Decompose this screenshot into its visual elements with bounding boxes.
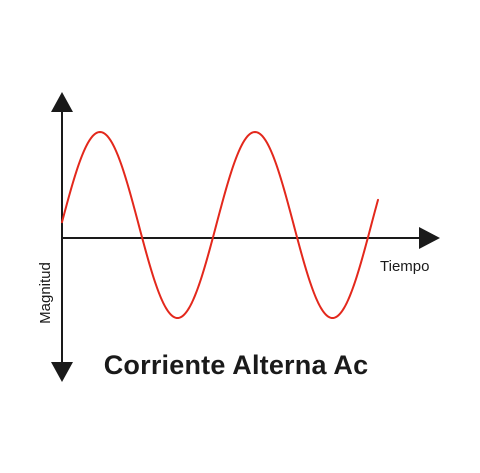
alternating-current-wave xyxy=(61,131,379,319)
x-axis-label: Tiempo xyxy=(380,258,429,275)
y-axis-up-arrow-icon xyxy=(51,92,73,112)
x-axis-arrow-icon xyxy=(419,227,440,249)
diagram-title: Corriente Alterna Ac xyxy=(103,350,369,380)
y-axis-label: Magnitud xyxy=(37,262,54,324)
y-axis-down-arrow-icon xyxy=(51,362,73,382)
